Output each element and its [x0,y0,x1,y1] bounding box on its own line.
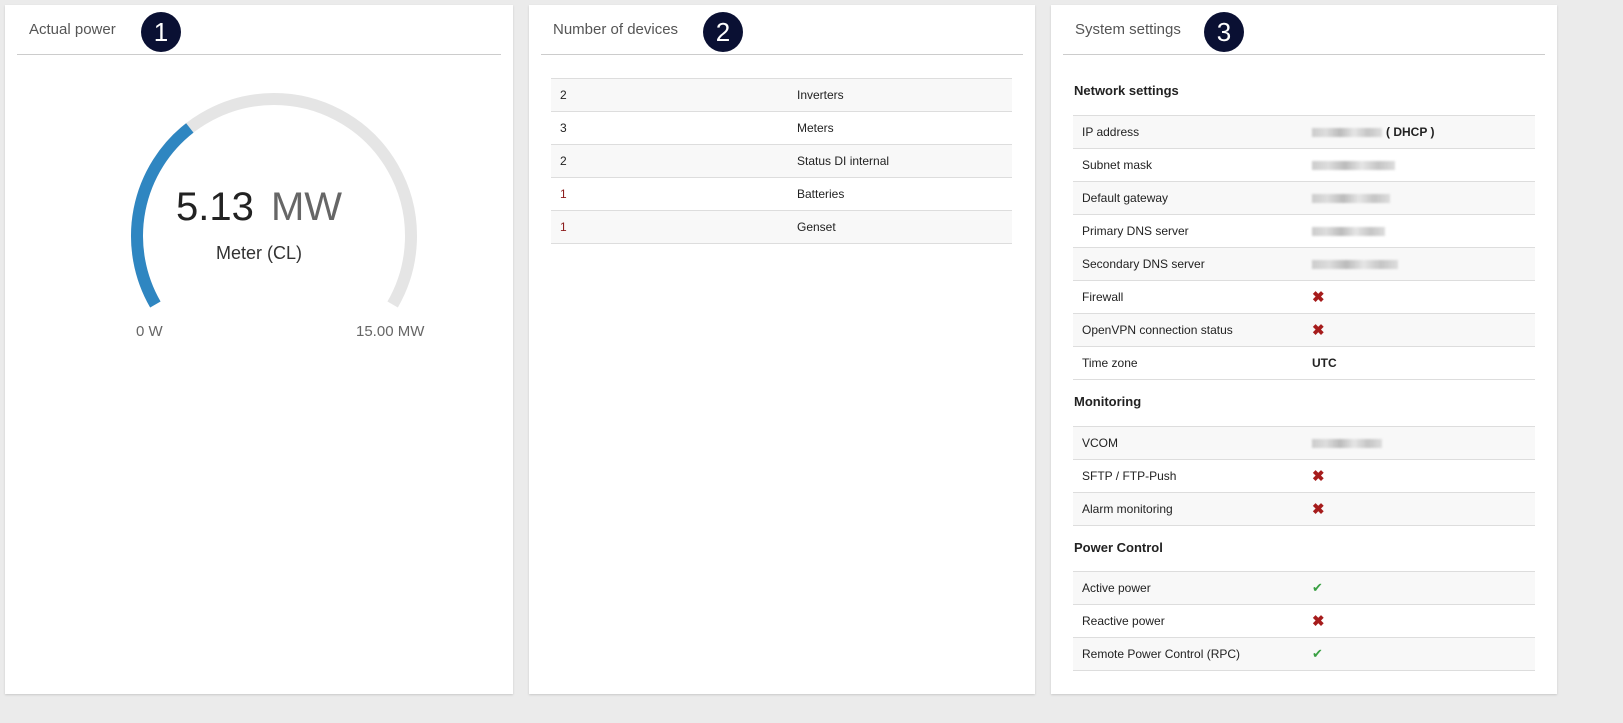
monitoring-table: VCOM SFTP / FTP-Push ✖ Alarm monitoring ✖ [1073,426,1535,526]
panel-header: Actual power 1 [17,5,501,55]
actual-power-panel: Actual power 1 5.13 MW Meter (CL) 0 W 15… [5,5,513,694]
setting-label: SFTP / FTP-Push [1073,459,1303,493]
setting-label: Default gateway [1073,181,1303,215]
setting-value: ( DHCP ) [1303,115,1535,149]
device-type: Inverters [788,78,1012,112]
setting-label: Secondary DNS server [1073,247,1303,281]
gauge-max-label: 15.00 MW [356,323,425,340]
redacted-value [1312,128,1382,138]
setting-label: IP address [1073,115,1303,149]
power-value: 5.13 MW [5,185,513,230]
device-row: 1 Batteries [551,177,1012,211]
network-settings-heading: Network settings [1074,83,1179,98]
setting-value: ✖ [1303,459,1535,493]
setting-label: Remote Power Control (RPC) [1073,637,1303,671]
setting-row: SFTP / FTP-Push ✖ [1073,459,1535,493]
setting-row: Firewall ✖ [1073,280,1535,314]
panel-title: System settings [1075,21,1181,38]
devices-table: 2 Inverters 3 Meters 2 Status DI internal 1 Bat… [551,78,1012,244]
number-badge: 2 [703,12,743,52]
setting-value: ✔ [1303,571,1535,605]
setting-value [1303,426,1535,460]
device-type: Meters [788,111,1012,145]
device-count: 1 [551,177,788,211]
setting-row: Active power ✔ [1073,571,1535,605]
device-count: 3 [551,111,788,145]
setting-label: OpenVPN connection status [1073,313,1303,347]
setting-value [1303,181,1535,215]
setting-label: Active power [1073,571,1303,605]
device-row: 3 Meters [551,111,1012,145]
panel-title: Number of devices [553,21,679,38]
setting-row: Secondary DNS server [1073,247,1535,281]
setting-value: ✔ [1303,637,1535,671]
value-unit: MW [270,185,343,229]
setting-value: ✖ [1303,313,1535,347]
system-settings-panel: System settings 3 Network settings IP ad… [1051,5,1557,694]
device-type: Batteries [788,177,1012,211]
number-badge: 3 [1204,12,1244,52]
setting-value: ✖ [1303,492,1535,526]
gauge-min-label: 0 W [136,323,163,340]
setting-value: ✖ [1303,604,1535,638]
setting-value [1303,148,1535,182]
setting-row: Remote Power Control (RPC) ✔ [1073,637,1535,671]
setting-value: UTC [1303,346,1535,380]
device-row: 2 Status DI internal [551,144,1012,178]
device-count: 2 [551,144,788,178]
check-icon: ✔ [1312,580,1323,595]
check-icon: ✔ [1312,646,1323,661]
setting-label: Time zone [1073,346,1303,380]
setting-row: Subnet mask [1073,148,1535,182]
setting-label: Reactive power [1073,604,1303,638]
setting-row: Default gateway [1073,181,1535,215]
device-count: 2 [551,78,788,112]
setting-row: Primary DNS server [1073,214,1535,248]
power-control-heading: Power Control [1074,540,1163,555]
device-row: 1 Genset [551,210,1012,244]
monitoring-heading: Monitoring [1074,394,1142,409]
setting-label: Firewall [1073,280,1303,314]
setting-label: Alarm monitoring [1073,492,1303,526]
setting-row: Reactive power ✖ [1073,604,1535,638]
gauge-fill [131,123,194,308]
cross-icon: ✖ [1312,468,1325,485]
redacted-value [1312,227,1385,237]
number-badge: 1 [141,12,181,52]
setting-label: Primary DNS server [1073,214,1303,248]
device-count: 1 [551,210,788,244]
network-settings-table: IP address ( DHCP ) Subnet mask Default gat… [1073,115,1535,380]
setting-label: VCOM [1073,426,1303,460]
setting-label: Subnet mask [1073,148,1303,182]
cross-icon: ✖ [1312,501,1325,518]
panel-header: System settings 3 [1063,5,1545,55]
device-row: 2 Inverters [551,78,1012,112]
dhcp-label: ( DHCP ) [1386,125,1435,139]
setting-row: VCOM [1073,426,1535,460]
redacted-value [1312,194,1390,204]
redacted-value [1312,439,1382,449]
device-type: Genset [788,210,1012,244]
setting-row: OpenVPN connection status ✖ [1073,313,1535,347]
setting-value: ✖ [1303,280,1535,314]
setting-row: Time zone UTC [1073,346,1535,380]
redacted-value [1312,260,1398,270]
setting-text: UTC [1312,356,1337,370]
setting-value [1303,214,1535,248]
panel-header: Number of devices 2 [541,5,1023,55]
setting-row: Alarm monitoring ✖ [1073,492,1535,526]
gauge-source-label: Meter (CL) [215,243,302,263]
panel-title: Actual power [29,21,116,38]
value-number: 5.13 [175,185,254,229]
cross-icon: ✖ [1312,322,1325,339]
devices-panel: Number of devices 2 2 Inverters 3 Meters 2 St… [529,5,1035,694]
power-control-table: Active power ✔ Reactive power ✖ Remote Power… [1073,571,1535,671]
cross-icon: ✖ [1312,613,1325,630]
cross-icon: ✖ [1312,289,1325,306]
device-type: Status DI internal [788,144,1012,178]
redacted-value [1312,161,1395,171]
setting-row: IP address ( DHCP ) [1073,115,1535,149]
setting-value [1303,247,1535,281]
power-gauge [131,93,417,308]
